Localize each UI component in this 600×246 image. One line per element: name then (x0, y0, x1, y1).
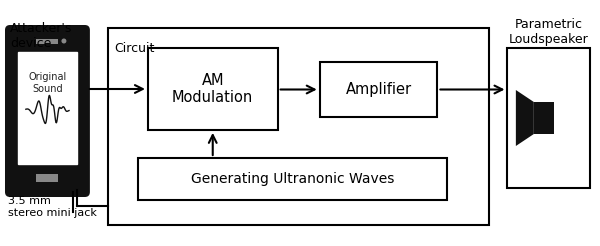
Bar (138, 158, 448, 200)
FancyBboxPatch shape (5, 25, 90, 197)
Bar (108, 28, 490, 225)
Polygon shape (516, 90, 534, 146)
Text: AM
Modulation: AM Modulation (172, 73, 253, 105)
Text: 3.5 mm
stereo mini jack: 3.5 mm stereo mini jack (8, 196, 97, 218)
Bar (534, 102, 554, 134)
Text: Parametric
Loudspeaker: Parametric Loudspeaker (509, 18, 589, 46)
Circle shape (61, 39, 67, 44)
Bar (320, 62, 437, 117)
Text: Circuit: Circuit (114, 42, 154, 55)
Bar (36, 174, 58, 182)
Bar (18, 52, 77, 164)
Bar (508, 48, 590, 188)
Bar (36, 39, 58, 44)
Text: Amplifier: Amplifier (346, 82, 412, 97)
Text: Original
Sound: Original Sound (28, 72, 67, 93)
Text: Generating Ultranonic Waves: Generating Ultranonic Waves (191, 172, 394, 186)
Bar (148, 48, 278, 130)
Text: Attacker's
device: Attacker's device (10, 22, 73, 50)
